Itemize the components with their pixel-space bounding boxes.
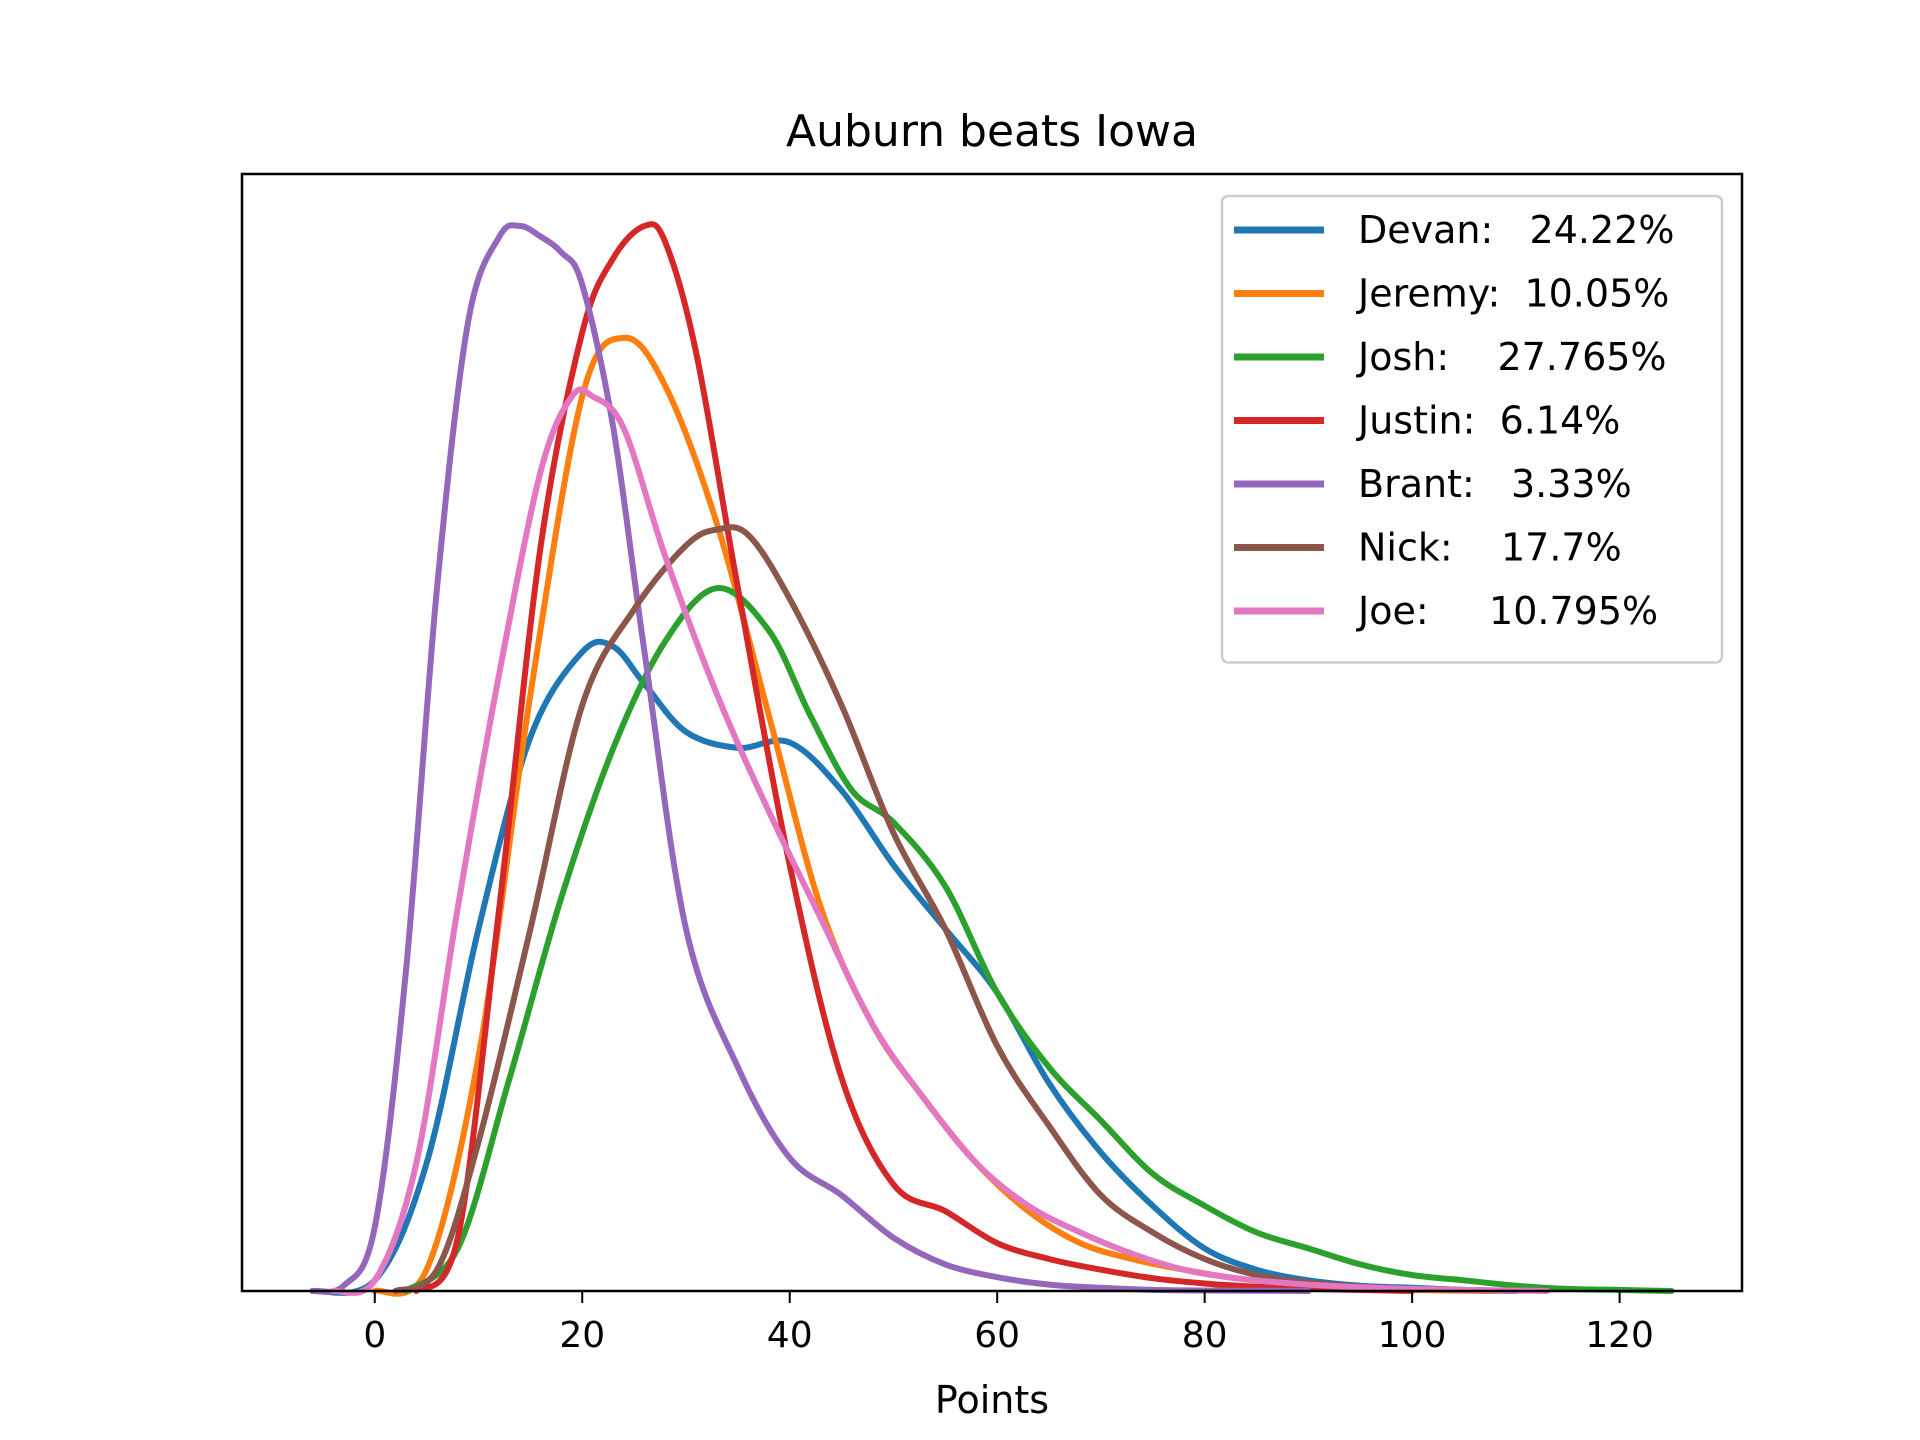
- series-line-6: [330, 386, 1550, 1296]
- legend-label: Joe: 10.795%: [1356, 589, 1658, 633]
- x-tick-label: 0: [363, 1315, 386, 1356]
- x-tick-label: 20: [559, 1315, 605, 1356]
- x-tick-label: 100: [1378, 1315, 1447, 1356]
- plot-frame: [240, 172, 1744, 1293]
- legend-label: Brant: 3.33%: [1358, 462, 1632, 506]
- legend-label: Nick: 17.7%: [1358, 526, 1622, 570]
- legend-label: Jeremy: 10.05%: [1356, 272, 1669, 316]
- legend: Devan: 24.22% Jeremy: 10.05% Josh: 27.765%…: [1220, 194, 1724, 664]
- series-line-2: [402, 585, 1675, 1294]
- chart-title: Auburn beats Iowa: [786, 106, 1198, 157]
- x-tick-label: 40: [767, 1315, 813, 1356]
- plot-lines: [309, 221, 1675, 1297]
- legend-box: [1220, 194, 1724, 664]
- series-line-3: [413, 221, 1416, 1294]
- legend-label: Justin: 6.14%: [1356, 399, 1620, 443]
- x-tick-label: 80: [1182, 1315, 1228, 1356]
- series-line-5: [392, 524, 1519, 1294]
- x-axis-label: Points: [935, 1378, 1049, 1422]
- series-line-4: [309, 222, 1312, 1295]
- series-line-0: [309, 638, 1519, 1296]
- legend-label: Josh: 27.765%: [1356, 335, 1667, 379]
- legend-label: Devan: 24.22%: [1358, 208, 1674, 252]
- x-tick-label: 120: [1585, 1315, 1654, 1356]
- x-tick-label: 60: [974, 1315, 1020, 1356]
- x-axis-ticks: 0 20 40 60 80 100 120: [363, 1291, 1654, 1356]
